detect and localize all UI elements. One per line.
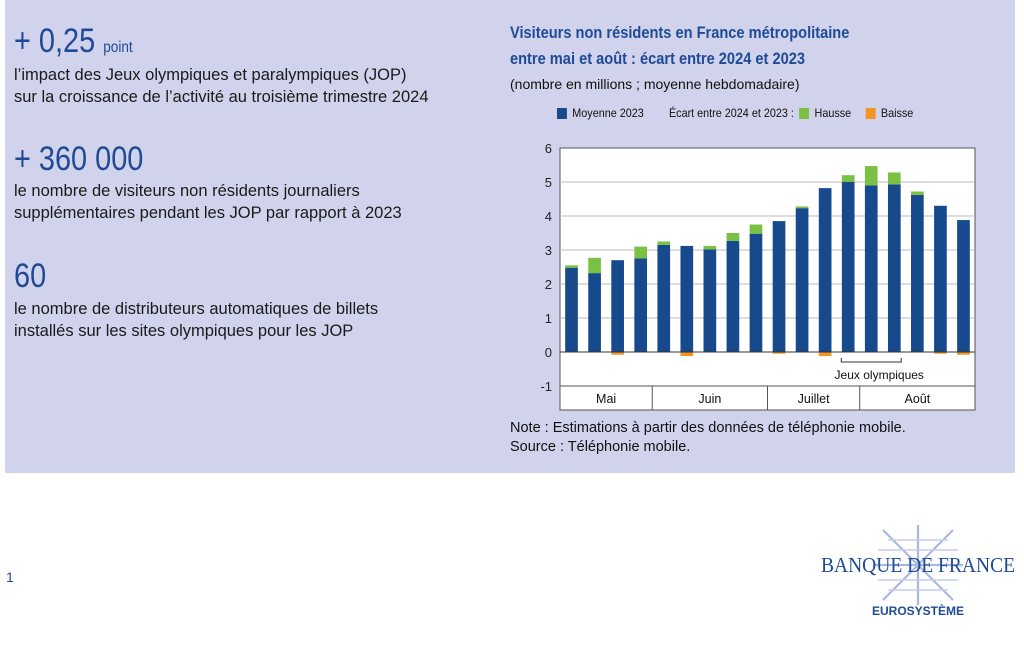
month-label: Mai	[596, 392, 616, 406]
bar-base-2023	[703, 249, 717, 352]
bar-base-2023	[772, 221, 786, 352]
bar-base-2023	[887, 184, 901, 352]
bar-base-2023	[911, 194, 924, 352]
month-label: Août	[905, 392, 931, 406]
bar-base-2023	[680, 245, 694, 352]
bar-base-2023	[795, 208, 809, 352]
stat-2-value: + 360 000	[14, 140, 144, 178]
plot-area	[559, 147, 976, 411]
chart-note: Note : Estimations à partir des données …	[510, 420, 906, 455]
bar-base-2023	[588, 273, 601, 352]
legend-swatch-base	[557, 107, 567, 119]
bar-base-2023	[726, 240, 740, 352]
stat-2-description: le nombre de visiteurs non résidents jou…	[14, 182, 402, 222]
y-tick-label: 6	[545, 141, 552, 156]
legend-up: Hausse	[814, 106, 852, 120]
bar-increase	[911, 191, 924, 195]
bar-increase	[588, 257, 601, 274]
bar-increase	[657, 241, 671, 245]
bar-increase	[749, 224, 763, 234]
bar-decrease	[934, 352, 947, 354]
y-tick-label: 4	[545, 209, 552, 224]
y-tick-label: 3	[545, 243, 552, 258]
stat-3-description: le nombre de distributeurs automatiques …	[14, 300, 379, 340]
bar-decrease	[611, 352, 624, 355]
bar-increase	[841, 175, 855, 182]
bar-base-2023	[634, 258, 648, 352]
bar-chart: -1 0 1 2 3 4 5 6 Mai Juin Juillet Août Jeux olympiqu…	[540, 141, 976, 411]
stat-1-description: l’impact des Jeux olympiques et paralymp…	[14, 66, 429, 106]
legend-group-label: Écart entre 2024 et 2023 :	[668, 106, 794, 120]
banque-de-france-logo: BANQUE DE FRANCE EUROSYSTÈME	[821, 525, 1015, 618]
bar-increase	[795, 206, 809, 209]
bar-base-2023	[611, 260, 624, 352]
bar-base-2023	[565, 267, 578, 352]
month-label: Juillet	[798, 392, 830, 406]
bar-base-2023	[934, 205, 947, 352]
bar-increase	[726, 233, 740, 241]
legend-down: Baisse	[880, 106, 914, 120]
annotation-label: Jeux olympiques	[835, 368, 924, 382]
bar-base-2023	[818, 188, 832, 352]
bar-decrease	[772, 352, 786, 354]
bar-base-2023	[749, 233, 763, 352]
svg-text:EUROSYSTÈME: EUROSYSTÈME	[872, 603, 964, 618]
bar-decrease	[818, 352, 832, 357]
y-tick-label: 0	[545, 345, 552, 360]
y-tick-label: 2	[545, 277, 552, 292]
legend-swatch-down	[865, 107, 876, 119]
bar-increase	[703, 245, 717, 250]
bar-increase	[887, 172, 901, 185]
legend-base: Moyenne 2023	[572, 106, 644, 120]
bar-base-2023	[864, 185, 878, 352]
page-number: 1	[6, 569, 14, 585]
chart-legend: Moyenne 2023 Écart entre 2024 et 2023 : …	[557, 106, 913, 120]
bar-increase	[864, 166, 878, 186]
annotation-bracket	[840, 358, 902, 363]
bar-base-2023	[957, 220, 970, 352]
y-tick-label: -1	[540, 379, 552, 394]
chart-source: Source : Téléphonie mobile.	[510, 439, 691, 455]
svg-text:BANQUE DE FRANCE: BANQUE DE FRANCE	[821, 553, 1015, 577]
y-tick-label: 1	[545, 311, 552, 326]
y-tick-label: 5	[545, 175, 552, 190]
legend-swatch-up	[799, 107, 810, 119]
stat-1-value: + 0,25 point	[14, 22, 133, 60]
stat-3-value: 60	[14, 257, 47, 295]
bar-increase	[634, 246, 648, 259]
chart-subtitle: (nombre en millions ; moyenne hebdomadai…	[510, 76, 800, 92]
bar-base-2023	[657, 244, 671, 352]
chart-title: Visiteurs non résidents en France métrop…	[510, 23, 850, 68]
bar-decrease	[680, 352, 694, 357]
bar-base-2023	[841, 182, 855, 352]
bar-increase	[565, 265, 578, 268]
month-label: Juin	[698, 392, 721, 406]
bar-decrease	[957, 352, 970, 355]
